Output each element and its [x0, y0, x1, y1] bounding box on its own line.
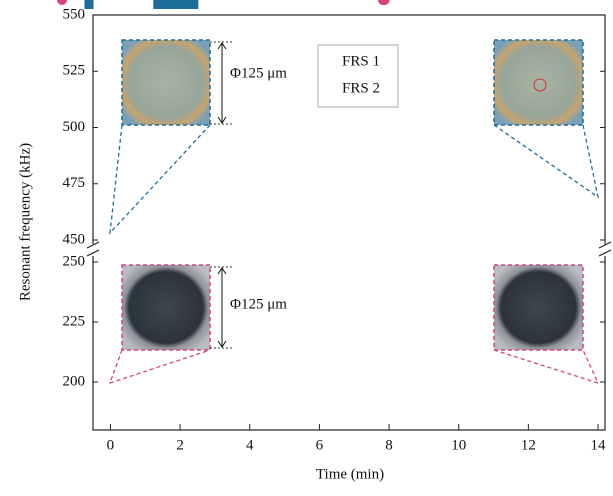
- y-tick-label: 250: [63, 253, 86, 269]
- y-axis-label: Resonant frequency (kHz): [17, 143, 33, 301]
- legend-label: FRS 2: [342, 80, 380, 96]
- legend-marker: [57, 0, 67, 5]
- point: [378, 0, 389, 5]
- x-tick-label: 0: [107, 437, 115, 453]
- y-tick-label: 550: [63, 6, 86, 22]
- legend: [317, 44, 399, 108]
- x-tick-label: 12: [521, 437, 536, 453]
- point: [153, 0, 163, 9]
- point: [189, 0, 199, 9]
- point: [183, 0, 193, 9]
- x-tick-label: 4: [246, 437, 254, 453]
- x-axis-label: Time (min): [316, 466, 384, 482]
- legend-marker: [84, 0, 94, 9]
- break-mark: [86, 241, 612, 257]
- micrograph: [108, 39, 600, 385]
- y-tick-label: 225: [63, 313, 86, 329]
- x-tick-label: 10: [451, 437, 466, 453]
- x-tick-label: 6: [316, 437, 324, 453]
- plot-frame: [92, 14, 606, 431]
- y-tick-label: 200: [63, 373, 86, 389]
- axis-break: [85, 244, 613, 256]
- x-tick-label: 8: [385, 437, 393, 453]
- legend-label: FRS 1: [342, 53, 380, 69]
- x-tick-label: 14: [591, 437, 607, 453]
- x-tick-label: 2: [176, 437, 184, 453]
- y-tick-label: 525: [63, 63, 86, 79]
- annotation: Φ125 μm: [230, 296, 287, 312]
- y-tick-label: 450: [63, 231, 86, 247]
- y-tick-label: 475: [63, 175, 86, 191]
- annotation: Φ125 μm: [230, 65, 287, 81]
- y-tick-label: 500: [63, 119, 86, 135]
